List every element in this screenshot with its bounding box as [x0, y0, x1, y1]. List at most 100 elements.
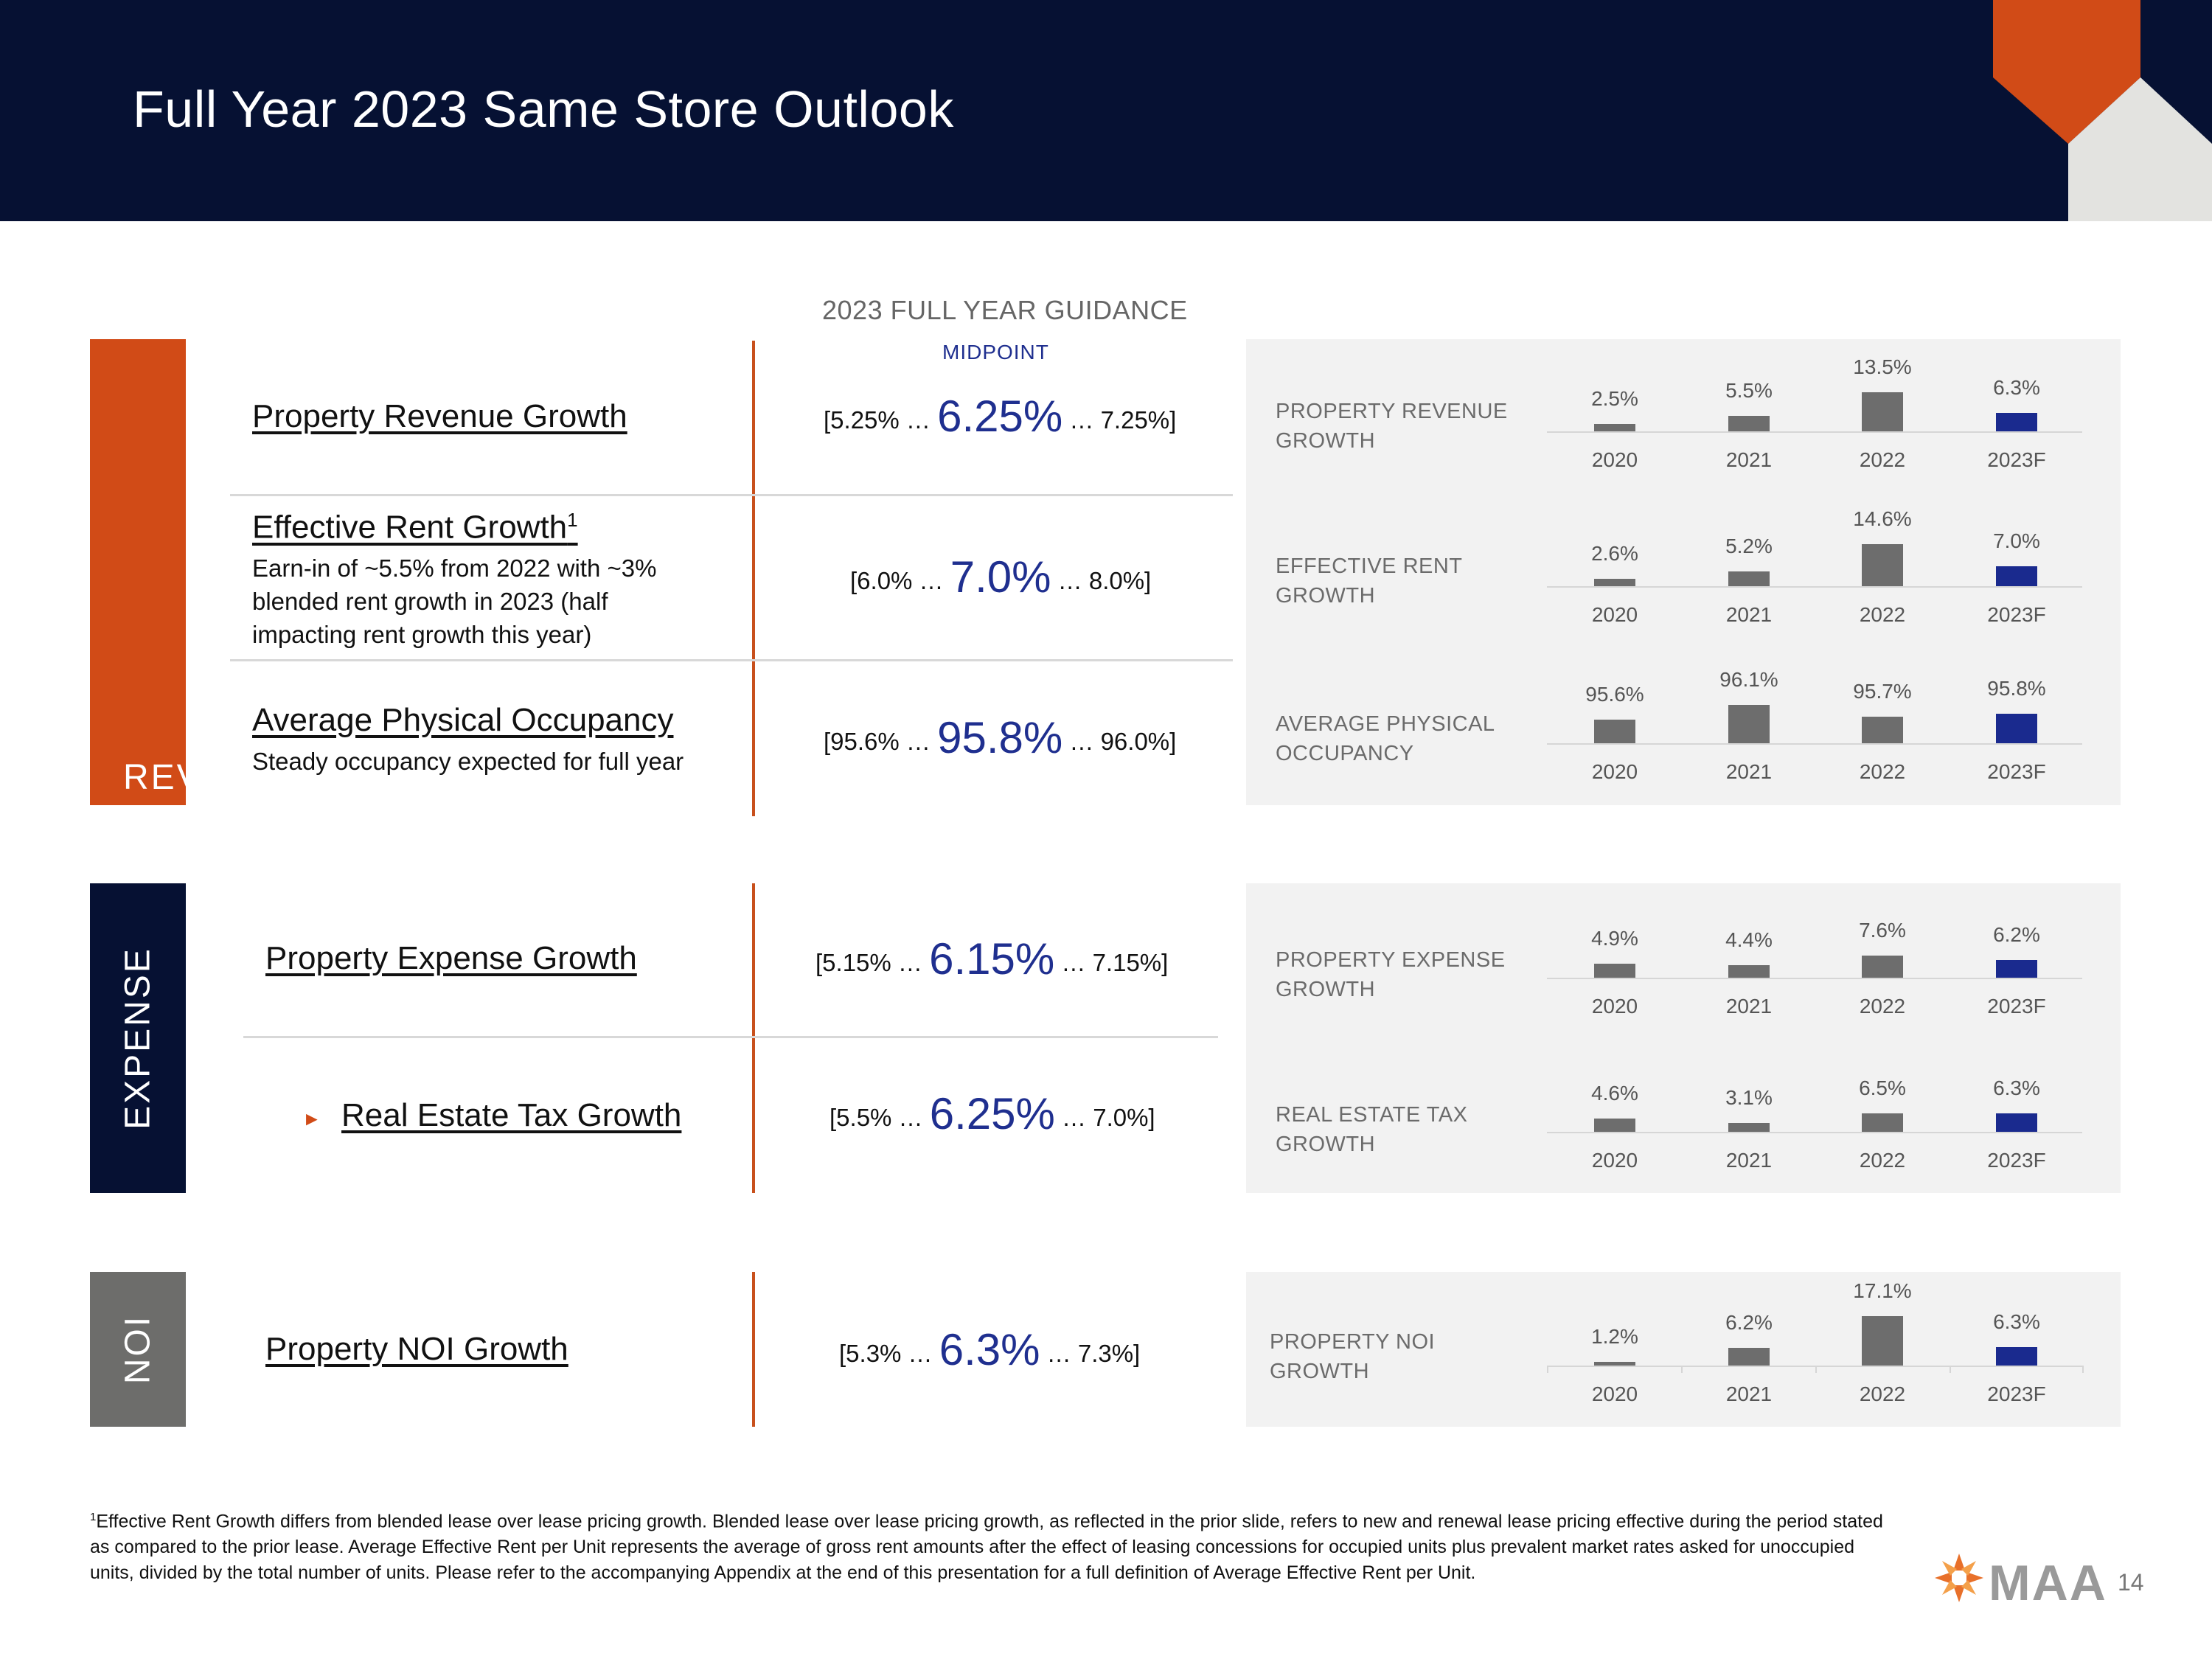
x-tick-label: 2021 [1725, 1149, 1773, 1172]
chart-title: EFFECTIVE RENT GROWTH [1276, 554, 1462, 608]
range-low: [5.15% … [815, 949, 922, 976]
page-title: Full Year 2023 Same Store Outlook [133, 80, 954, 138]
x-tick-label: 2021 [1725, 995, 1773, 1018]
x-tick-label: 2021 [1725, 603, 1773, 626]
noi-chart-panel [1246, 1272, 2121, 1427]
data-label: 95.6% [1585, 683, 1644, 706]
chart-bar [1862, 1113, 1903, 1132]
x-tick-label: 2022 [1859, 1149, 1906, 1172]
data-label: 14.6% [1853, 507, 1912, 531]
footnote-marker: 1 [567, 509, 578, 531]
x-tick-label: 2023F [1987, 995, 2046, 1018]
x-tick-label: 2020 [1591, 1382, 1638, 1405]
data-label: 5.2% [1725, 534, 1773, 557]
chart-bar [1594, 424, 1635, 431]
row-separator [243, 1036, 1218, 1038]
divider-revenue [752, 341, 755, 816]
x-tick-label: 2023F [1987, 1149, 2046, 1172]
metric-title: Average Physical Occupancy [252, 702, 674, 738]
guidance-range: [6.0% … 7.0% … 8.0%] [850, 552, 1151, 602]
page-number: 14 [2118, 1569, 2144, 1596]
metric-title: Real Estate Tax Growth [341, 1097, 682, 1133]
metric-title-text: Effective Rent Growth [252, 509, 568, 546]
chart-bar [1728, 1122, 1770, 1132]
data-label: 95.7% [1853, 680, 1912, 703]
data-label: 4.4% [1725, 928, 1773, 951]
divider-noi [752, 1272, 755, 1427]
range-high: … 8.0%] [1057, 567, 1152, 594]
data-label: 96.1% [1719, 668, 1778, 691]
midpoint-label: MIDPOINT [942, 341, 1049, 364]
row-separator [230, 494, 1233, 496]
chart-baseline [1547, 978, 2082, 979]
expense-band: EXPENSE [90, 883, 186, 1193]
maa-logo-icon [1935, 1554, 1983, 1602]
data-label: 6.5% [1859, 1076, 1906, 1099]
data-label: 7.6% [1859, 919, 1906, 942]
chart-baseline [1547, 1366, 2082, 1367]
x-tick-label: 2023F [1987, 448, 2046, 471]
noi-band: NOI [90, 1272, 186, 1427]
guidance-heading: 2023 FULL YEAR GUIDANCE [822, 295, 1188, 325]
range-low: [5.5% … [830, 1104, 923, 1131]
x-tick-label: 2022 [1859, 448, 1906, 471]
x-tick-label: 2023F [1987, 1382, 2046, 1405]
chart-bar [1728, 964, 1770, 978]
logo-text: MAA [1989, 1555, 2107, 1611]
chart-baseline [1547, 743, 2082, 745]
chart-bar [1728, 415, 1770, 431]
metric-title: Property NOI Growth [265, 1331, 568, 1367]
x-tick-label: 2021 [1725, 760, 1773, 783]
data-label: 6.3% [1993, 1077, 2040, 1100]
x-tick-label: 2022 [1859, 1382, 1906, 1405]
x-tick-label: 2020 [1591, 448, 1638, 471]
data-label: 95.8% [1987, 677, 2046, 700]
chart-baseline [1547, 586, 2082, 588]
chart-baseline [1547, 1132, 2082, 1133]
chart-title: PROPERTY REVENUE GROWTH [1276, 400, 1508, 453]
data-label: 2.5% [1591, 387, 1638, 411]
chart-bar [1728, 1347, 1770, 1366]
guidance-range: [5.3% … 6.3% … 7.3%] [839, 1324, 1140, 1375]
chart-bar [1996, 959, 2037, 978]
revenue-band: REVENUE [90, 339, 307, 805]
metric-note: Steady occupancy expected for full year [252, 748, 684, 775]
chart-title: PROPERTY NOI GROWTH [1270, 1330, 1436, 1383]
chart-bar [1862, 392, 1903, 431]
x-tick-label: 2023F [1987, 760, 2046, 783]
range-low: [5.25% … [824, 406, 931, 434]
data-label: 4.6% [1591, 1082, 1638, 1105]
revenue-chart-panel [1246, 339, 2121, 805]
data-label: 17.1% [1853, 1279, 1912, 1303]
x-tick-label: 2023F [1987, 603, 2046, 626]
footnote-text: Effective Rent Growth differs from blend… [90, 1511, 1883, 1584]
data-label: 1.2% [1591, 1325, 1638, 1349]
data-label: 5.5% [1725, 378, 1773, 402]
chart-title: AVERAGE PHYSICAL OCCUPANCY [1276, 712, 1495, 765]
data-label: 13.5% [1853, 355, 1912, 379]
metric-title: Property Revenue Growth [252, 398, 627, 434]
range-midpoint: 6.15% [929, 934, 1055, 984]
expense-chart-panel [1246, 883, 2121, 1193]
range-high: … 7.25%] [1069, 406, 1177, 434]
chart-bar [1728, 705, 1770, 743]
bullet-arrow-icon: ► [302, 1107, 321, 1130]
chart-bar [1996, 413, 2037, 431]
metric-note: Earn-in of ~5.5% from 2022 with ~3% blen… [252, 554, 657, 648]
x-tick-label: 2022 [1859, 603, 1906, 626]
range-high: … 7.15%] [1061, 949, 1169, 976]
guidance-range: [5.5% … 6.25% … 7.0%] [830, 1088, 1155, 1139]
chart-bar [1728, 571, 1770, 586]
x-tick-label: 2020 [1591, 760, 1638, 783]
corner-decoration [1993, 0, 2212, 221]
chart-bar [1996, 1113, 2037, 1132]
range-high: … 7.0%] [1062, 1104, 1155, 1131]
data-label: 7.0% [1993, 529, 2040, 552]
chart-baseline [1547, 431, 2082, 433]
guidance-range: [5.15% … 6.15% … 7.15%] [815, 933, 1168, 984]
range-low: [5.3% … [839, 1340, 933, 1367]
data-label: 6.3% [1993, 1310, 2040, 1334]
metric-title: Property Expense Growth [265, 940, 637, 976]
x-tick-label: 2022 [1859, 760, 1906, 783]
row-separator [230, 659, 1233, 661]
